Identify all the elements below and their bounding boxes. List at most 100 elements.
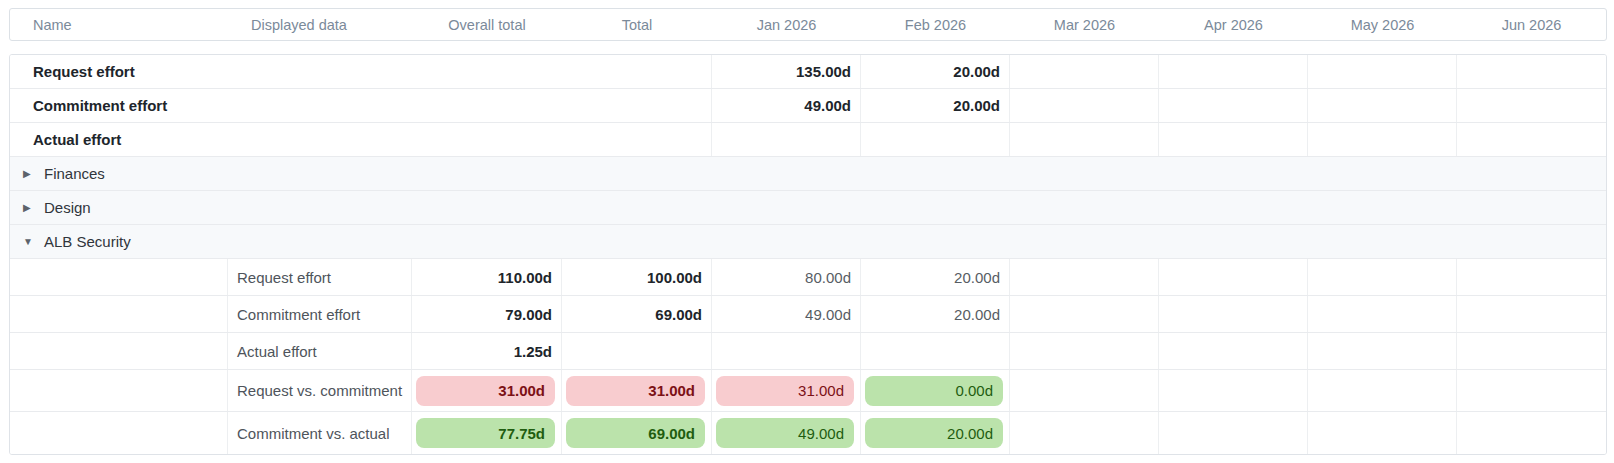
cell-may-2026	[1308, 89, 1457, 122]
cell-feb-2026: 20.00d	[861, 296, 1010, 332]
cell-feb-2026: 20.00d	[861, 259, 1010, 295]
cell-may-2026	[1308, 370, 1457, 411]
cell-jun-2026	[1457, 55, 1606, 88]
cell-overall-total: 77.75d	[412, 412, 562, 454]
column-header-total: Total	[562, 9, 712, 40]
group-label: Design	[44, 199, 91, 216]
group-row-alb-security[interactable]: ▼ALB Security	[10, 225, 1606, 259]
variance-badge-negative: 31.00d	[416, 376, 555, 406]
column-header-feb-2026: Feb 2026	[861, 9, 1010, 40]
variance-badge-positive: 0.00d	[865, 376, 1003, 406]
cell-apr-2026	[1159, 370, 1308, 411]
detail-row-actual-effort: Actual effort1.25d	[10, 333, 1606, 370]
detail-row-commitment-effort: Commitment effort79.00d69.00d49.00d20.00…	[10, 296, 1606, 333]
cell-jun-2026	[1457, 296, 1606, 332]
caret-down-icon[interactable]: ▼	[23, 236, 44, 247]
cell-jan-2026: 49.00d	[712, 89, 861, 122]
cell-may-2026	[1308, 123, 1457, 156]
comparison-row-request-vs-commitment: Request vs. commitment31.00d31.00d31.00d…	[10, 370, 1606, 412]
variance-badge-positive: 77.75d	[416, 418, 555, 448]
cell-may-2026	[1308, 412, 1457, 454]
cell-may-2026	[1308, 259, 1457, 295]
variance-badge-negative: 31.00d	[716, 376, 854, 406]
cell-overall-total: 1.25d	[412, 333, 562, 369]
cell-jun-2026	[1457, 123, 1606, 156]
effort-table-body: Request effort135.00d20.00dCommitment ef…	[9, 54, 1607, 455]
cell-may-2026	[1308, 55, 1457, 88]
cell-displayed-data: Request effort	[228, 259, 412, 295]
cell-total: 100.00d	[562, 259, 712, 295]
cell-overall-total: 31.00d	[412, 370, 562, 411]
cell-apr-2026	[1159, 296, 1308, 332]
cell-feb-2026	[861, 123, 1010, 156]
cell-jan-2026	[712, 123, 861, 156]
cell-mar-2026	[1010, 55, 1159, 88]
column-header-may-2026: May 2026	[1308, 9, 1457, 40]
group-label: Finances	[44, 165, 105, 182]
cell-overall-total: 110.00d	[412, 259, 562, 295]
summary-row-actual-effort: Actual effort	[10, 123, 1606, 157]
cell-jun-2026	[1457, 412, 1606, 454]
cell-may-2026	[1308, 296, 1457, 332]
variance-badge-positive: 69.00d	[566, 418, 705, 448]
cell-jun-2026	[1457, 259, 1606, 295]
comparison-row-commitment-vs-actual: Commitment vs. actual77.75d 69.00d 49.00d 2…	[10, 412, 1606, 454]
cell-mar-2026	[1010, 370, 1159, 411]
cell-name	[10, 296, 228, 332]
cell-mar-2026	[1010, 259, 1159, 295]
cell-mar-2026	[1010, 89, 1159, 122]
cell-apr-2026	[1159, 333, 1308, 369]
cell-feb-2026: 0.00d	[861, 370, 1010, 411]
cell-jan-2026: 49.00d	[712, 296, 861, 332]
cell-jun-2026	[1457, 370, 1606, 411]
table-header-row: NameDisplayed dataOverall totalTotalJan …	[9, 8, 1607, 41]
summary-row-commitment-effort: Commitment effort49.00d20.00d	[10, 89, 1606, 123]
cell-jan-2026: 49.00d	[712, 412, 861, 454]
cell-jun-2026	[1457, 89, 1606, 122]
cell-total	[562, 333, 712, 369]
cell-displayed-data: Commitment vs. actual	[228, 412, 412, 454]
cell-apr-2026	[1159, 123, 1308, 156]
detail-row-request-effort: Request effort110.00d100.00d80.00d20.00d	[10, 259, 1606, 296]
caret-right-icon[interactable]: ▶	[23, 202, 44, 213]
cell-total: 69.00d	[562, 412, 712, 454]
cell-name	[10, 370, 228, 411]
cell-apr-2026	[1159, 259, 1308, 295]
cell-apr-2026	[1159, 55, 1308, 88]
cell-overall-total: 79.00d	[412, 296, 562, 332]
column-header-apr-2026: Apr 2026	[1159, 9, 1308, 40]
cell-name	[10, 333, 228, 369]
column-header-overall-total: Overall total	[412, 9, 562, 40]
cell-mar-2026	[1010, 412, 1159, 454]
cell-name: Request effort	[10, 55, 712, 88]
summary-row-request-effort: Request effort135.00d20.00d	[10, 55, 1606, 89]
cell-mar-2026	[1010, 333, 1159, 369]
group-label: ALB Security	[44, 233, 131, 250]
cell-displayed-data: Commitment effort	[228, 296, 412, 332]
cell-mar-2026	[1010, 296, 1159, 332]
cell-feb-2026: 20.00d	[861, 55, 1010, 88]
column-header-jan-2026: Jan 2026	[712, 9, 861, 40]
cell-jun-2026	[1457, 333, 1606, 369]
group-row-design[interactable]: ▶Design	[10, 191, 1606, 225]
column-header-jun-2026: Jun 2026	[1457, 9, 1606, 40]
variance-badge-positive: 20.00d	[865, 418, 1003, 448]
cell-may-2026	[1308, 333, 1457, 369]
cell-total: 69.00d	[562, 296, 712, 332]
caret-right-icon[interactable]: ▶	[23, 168, 44, 179]
cell-displayed-data: Actual effort	[228, 333, 412, 369]
cell-feb-2026	[861, 333, 1010, 369]
cell-mar-2026	[1010, 123, 1159, 156]
cell-apr-2026	[1159, 89, 1308, 122]
cell-feb-2026: 20.00d	[861, 412, 1010, 454]
cell-name	[10, 259, 228, 295]
cell-name: Actual effort	[10, 123, 712, 156]
variance-badge-negative: 31.00d	[566, 376, 705, 406]
cell-displayed-data: Request vs. commitment	[228, 370, 412, 411]
cell-jan-2026	[712, 333, 861, 369]
cell-jan-2026: 80.00d	[712, 259, 861, 295]
cell-jan-2026: 31.00d	[712, 370, 861, 411]
group-row-finances[interactable]: ▶Finances	[10, 157, 1606, 191]
variance-badge-positive: 49.00d	[716, 418, 854, 448]
cell-jan-2026: 135.00d	[712, 55, 861, 88]
